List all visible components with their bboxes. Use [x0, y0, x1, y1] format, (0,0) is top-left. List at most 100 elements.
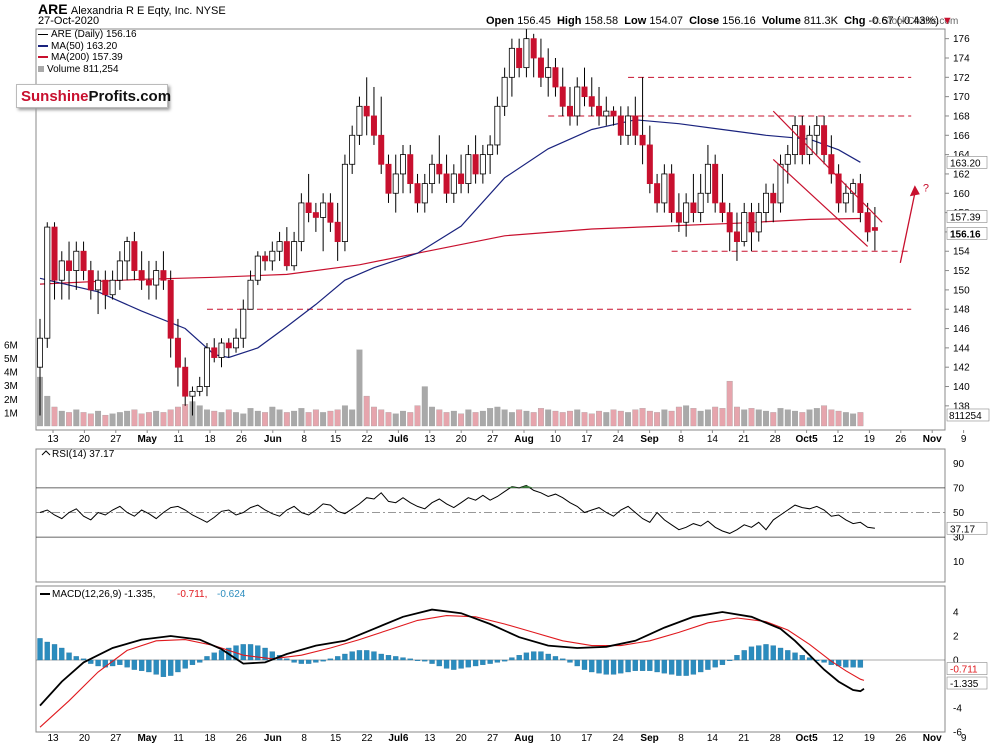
macd-histogram-bar [349, 651, 355, 661]
macd-histogram-bar [472, 659, 479, 667]
x-axis-label: Oct5 [795, 434, 818, 445]
macd-histogram-bar [698, 659, 704, 673]
candle-body [95, 279, 102, 291]
x-axis-label: 21 [738, 434, 750, 445]
volume-bar [160, 412, 167, 427]
watermark: © StockCharts.com [872, 16, 959, 27]
volume-bar [784, 409, 791, 427]
macd-histogram-bar [610, 659, 617, 675]
macd-signal-box [946, 662, 988, 675]
volume-bar [218, 412, 225, 427]
candle-body [262, 255, 269, 262]
volume-bar [646, 410, 653, 427]
candle-body [523, 38, 530, 69]
volume-bar [596, 410, 602, 427]
volume-bar [196, 405, 203, 427]
macd-tick-label: 0 [953, 656, 959, 667]
macd-legend-histogram: -0.624 [217, 589, 246, 600]
macd-histogram-bar [821, 659, 827, 663]
volume-bar [668, 410, 675, 427]
candle-body [690, 202, 697, 213]
x-axis-label-bottom: 20 [79, 733, 91, 744]
candle-body [821, 125, 828, 156]
legend-ma200: MA(200) 157.39 [38, 52, 137, 64]
macd-histogram-bar [124, 659, 130, 668]
candle-body [675, 212, 682, 223]
macd-histogram-bar [182, 659, 188, 669]
macd-histogram-bar [661, 659, 668, 674]
x-axis-label-bottom: 19 [864, 733, 876, 744]
candle-body [661, 173, 668, 204]
candle-body [625, 115, 632, 136]
candle-body [530, 38, 537, 59]
macd-histogram-bar [138, 659, 145, 671]
chart-title: ARE Alexandria R E Eqty, Inc. NYSE [38, 1, 226, 17]
price-legend: ARE (Daily) 156.16 MA(50) 163.20 MA(200)… [38, 29, 137, 75]
macd-histogram-bar [247, 644, 254, 661]
x-axis-label-bottom: 11 [173, 733, 184, 744]
x-axis-label-bottom: 10 [550, 733, 562, 744]
macd-histogram-bar [589, 659, 595, 673]
macd-histogram-bar [538, 651, 544, 661]
macd-histogram-bar [197, 659, 203, 663]
x-axis-label-bottom: Aug [514, 733, 533, 744]
macd-histogram-bar [531, 651, 537, 661]
macd-legend-macd: MACD(12,26,9) -1.335, [52, 589, 155, 600]
volume-bar [349, 409, 356, 427]
volume-bar [312, 409, 319, 427]
x-axis-label-bottom: Nov [923, 733, 942, 744]
macd-histogram-bar [639, 659, 646, 671]
macd-histogram-bar [218, 650, 225, 661]
volume-bar [400, 410, 406, 427]
volume-value-tag: 811254 [949, 411, 982, 422]
volume-bar [58, 410, 65, 427]
volume-bar [436, 409, 443, 427]
x-axis-label-bottom: 28 [770, 733, 782, 744]
macd-histogram-bar [632, 659, 638, 671]
macd-histogram-bar [66, 652, 72, 661]
price-tick-label: 138 [953, 401, 970, 412]
x-axis-label-bottom: 8 [678, 733, 684, 744]
candle-body [596, 105, 603, 117]
candle-body [87, 270, 94, 291]
candle-body [102, 279, 109, 296]
volume-value-box [946, 408, 990, 422]
volume-bar [450, 410, 457, 427]
x-axis-label-bottom: 12 [832, 733, 844, 744]
volume-bar [109, 413, 116, 427]
candle-body [835, 173, 842, 204]
volume-tick-label: 2M [4, 395, 18, 406]
macd-histogram-bar [327, 658, 334, 661]
candle-body [203, 347, 210, 387]
macd-histogram-bar [756, 645, 762, 661]
macd-histogram-bar [146, 659, 152, 673]
macd-histogram-bar [850, 659, 856, 668]
rsi-tick-label: 50 [953, 508, 965, 519]
x-axis-label-bottom: 17 [581, 733, 593, 744]
x-axis-label: Sep [640, 434, 658, 445]
volume-bar [610, 409, 617, 427]
candle-body [436, 163, 443, 175]
volume-bar [66, 412, 72, 427]
volume-bar [291, 410, 298, 427]
volume-bar [712, 406, 719, 427]
candle-body [603, 110, 610, 117]
candle-body [871, 227, 878, 231]
price-tick-label: 168 [953, 111, 970, 122]
volume-bar [73, 409, 80, 427]
volume-bar [639, 408, 646, 427]
macd-histogram-bar [59, 647, 65, 661]
candle-body [429, 163, 436, 185]
x-axis-label: 17 [581, 434, 593, 445]
candle-body [610, 110, 617, 117]
macd-histogram-bar [668, 659, 675, 675]
volume-bar [741, 409, 748, 427]
volume-bar [508, 412, 515, 427]
volume-bar [334, 409, 341, 427]
change-down-icon: ▼ [941, 15, 953, 27]
volume-bar [487, 408, 494, 427]
x-axis-label: 27 [487, 434, 499, 445]
macd-histogram-bar [654, 659, 660, 673]
candle-body [581, 86, 588, 98]
macd-histogram-bar [618, 659, 624, 674]
